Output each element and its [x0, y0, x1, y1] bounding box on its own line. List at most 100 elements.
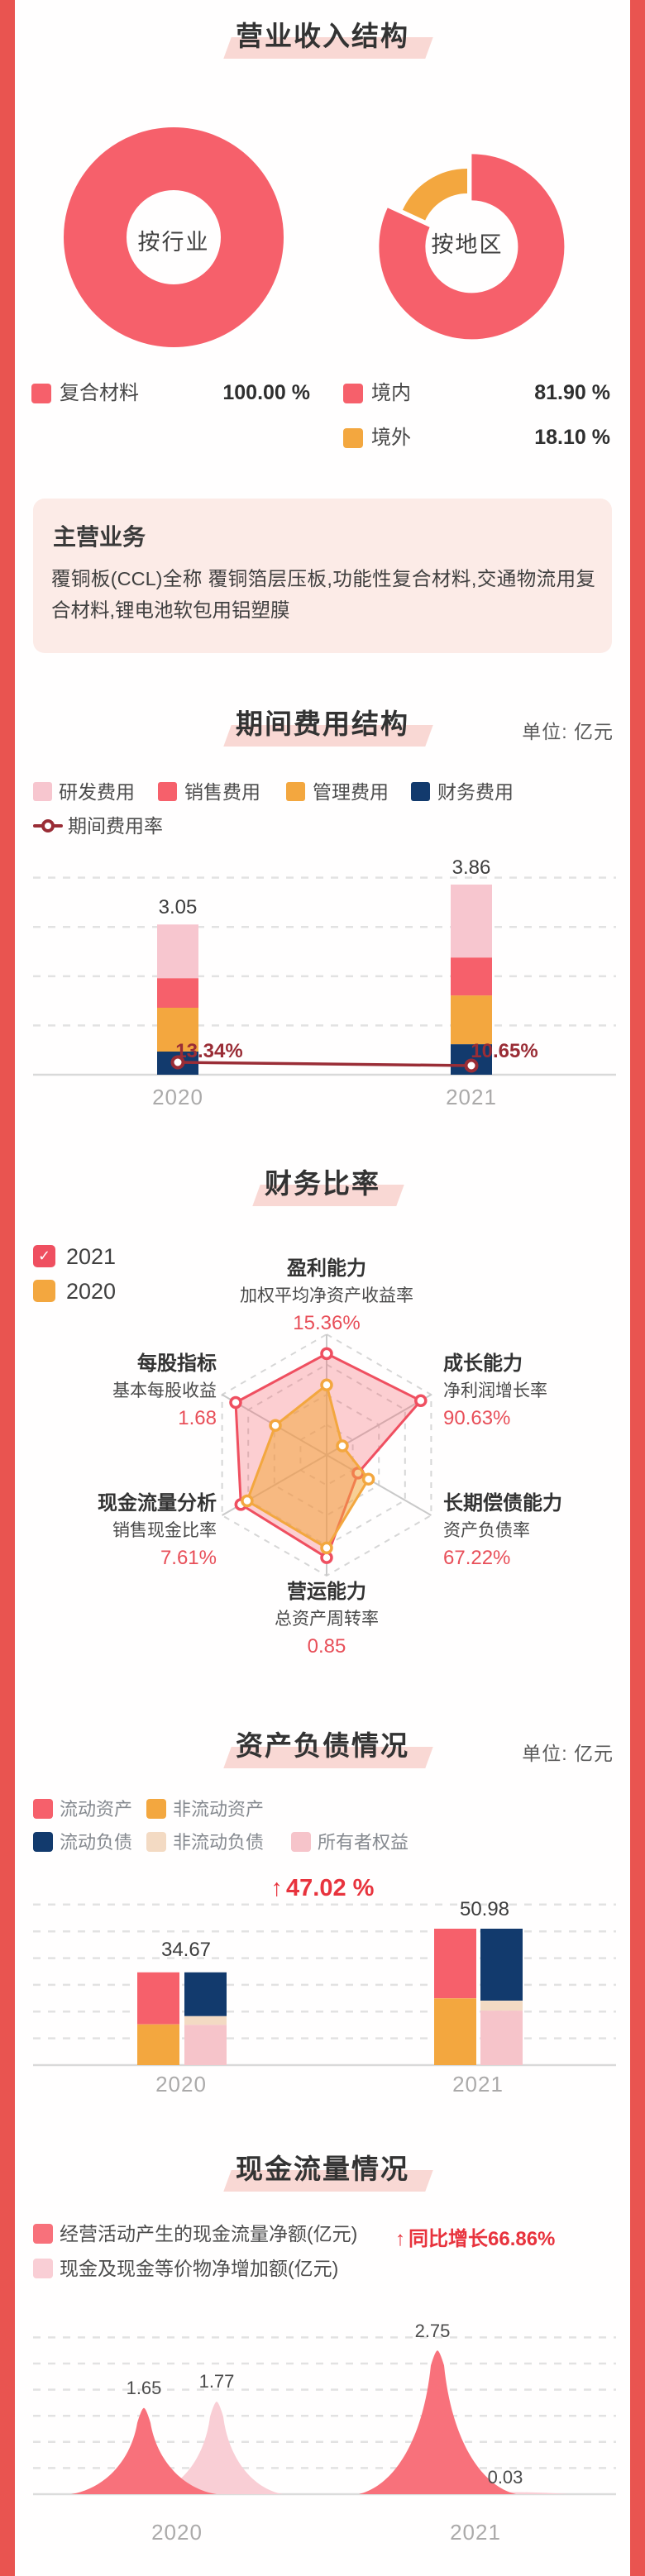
bar-segment-所有者权益-2021 — [480, 2011, 523, 2065]
legend-label-2021: 2021 — [66, 1244, 117, 1269]
bar-segment-流动负债-2021 — [480, 1929, 523, 2001]
donut-chart-region — [379, 154, 565, 340]
legend-swatch-2020 — [33, 1280, 55, 1302]
page-title: 营业收入结构 — [236, 21, 409, 51]
legend-label-owners-equity: 所有者权益 — [318, 1832, 409, 1853]
bar-segment-销售费用-2021 — [451, 957, 492, 996]
main-business-body: 覆铜板(CCL)全称 覆铜箔层压板,功能性复合材料,交通物流用复合材料,锂电池软… — [51, 568, 595, 621]
ratios-section-title-wrap: 财务比率 — [0, 1167, 645, 1206]
cashflow-value-2021-operating: 2.75 — [414, 2321, 451, 2341]
bar-segment-研发费用-2020 — [157, 924, 198, 979]
balance-growth-badge: ↑ 47.02 % — [270, 1875, 375, 1901]
radar-chart-svg — [221, 1333, 432, 1577]
cashflow-value-2020-operating: 1.65 — [126, 2378, 162, 2398]
cashflow-section-title: 现金流量情况 — [223, 2153, 433, 2192]
cashflow-axis-2021: 2021 — [450, 2520, 501, 2545]
expense-rate-marker — [464, 1058, 479, 1073]
bar-segment-非流动资产-2021 — [434, 1998, 476, 2065]
radar-marker-2020 — [320, 1378, 333, 1392]
radar-marker-2021 — [320, 1347, 333, 1361]
legend-label-expense-rate: 期间费用率 — [68, 815, 163, 837]
peak-operating-2020 — [71, 2407, 217, 2494]
radar-label-cashflow-analysis: 现金流量分析 销售现金比率 7.61% — [98, 1492, 217, 1569]
legend-label-current-liabilities: 流动负债 — [60, 1832, 133, 1853]
bar-segment-非流动负债-2021 — [480, 2001, 523, 2011]
legend-swatch-current-assets — [33, 1799, 53, 1819]
radar-label-per-share: 每股指标 基本每股收益 1.68 — [112, 1352, 217, 1429]
legend-swatch-finance-expense — [411, 782, 430, 801]
radar-label-operating: 营运能力 总资产周转率 0.85 — [275, 1581, 379, 1658]
balance-total-2020: 34.67 — [160, 1939, 212, 1961]
right-red-strip — [630, 0, 645, 2576]
ratios-section-title: 财务比率 — [252, 1167, 404, 1206]
bar-segment-流动资产-2020 — [137, 1972, 179, 2025]
bar-segment-非流动负债-2020 — [184, 2015, 227, 2025]
legend-label-noncurrent-liabilities: 非流动负债 — [173, 1832, 265, 1853]
legend-label-2020: 2020 — [66, 1279, 117, 1304]
legend-swatch-noncurrent-assets — [146, 1799, 166, 1819]
cashflow-section-title-wrap: 现金流量情况 — [0, 2153, 645, 2192]
bar-segment-管理费用-2020 — [157, 1008, 198, 1052]
legend-swatch-operating-cashflow — [33, 2224, 53, 2244]
donut-chart-industry — [64, 127, 284, 347]
expense-rate-2021: 10.65% — [471, 1040, 538, 1062]
balance-total-2021: 50.98 — [459, 1898, 510, 1920]
legend-label-operating-cashflow: 经营活动产生的现金流量净额(亿元) — [60, 2223, 358, 2244]
legend-label-finance-expense: 财务费用 — [437, 781, 514, 803]
expenses-axis-2021: 2021 — [446, 1085, 497, 1109]
bar-segment-非流动资产-2020 — [137, 2024, 179, 2065]
balance-axis-2020: 2020 — [155, 2072, 207, 2097]
cashflow-chart-svg — [33, 2336, 616, 2496]
region-domestic-arc — [379, 154, 565, 340]
legend-label-net-cash-increase: 现金及现金等价物净增加额(亿元) — [60, 2258, 339, 2279]
expenses-total-2020: 3.05 — [158, 896, 198, 918]
balance-section-title: 资产负债情况 — [223, 1729, 433, 1768]
donut-industry-label: 按行业 — [137, 230, 210, 255]
legend-label-domestic: 境内 — [371, 382, 411, 404]
legend-swatch-selling-expense — [158, 782, 177, 801]
radar-marker-2020 — [241, 1494, 254, 1508]
region-overseas-arc — [402, 169, 468, 222]
bar-segment-流动负债-2020 — [184, 1972, 227, 2016]
legend-swatch-domestic — [343, 384, 363, 403]
cashflow-value-2021-net: 0.03 — [487, 2467, 523, 2488]
main-business-box: 主营业务 覆铜板(CCL)全称 覆铜箔层压板,功能性复合材料,交通物流用复合材料… — [33, 499, 612, 653]
balance-chart-svg — [33, 1903, 616, 2067]
legend-value-overseas: 18.10 % — [534, 426, 610, 449]
radar-marker-2020 — [269, 1419, 282, 1432]
main-business-title: 主营业务 — [53, 524, 146, 550]
bar-segment-所有者权益-2020 — [184, 2025, 227, 2065]
expense-rate-line — [177, 1061, 472, 1067]
bar-segment-研发费用-2021 — [451, 885, 492, 958]
legend-label-industry: 复合材料 — [60, 382, 139, 404]
radar-marker-2020 — [361, 1472, 375, 1486]
radar-label-growth: 成长能力 净利润增长率 90.63% — [443, 1352, 547, 1429]
legend-label-selling-expense: 销售费用 — [184, 781, 260, 803]
radar-marker-2021 — [229, 1395, 242, 1410]
left-red-strip — [0, 0, 15, 2576]
legend-swatch-noncurrent-liabilities — [146, 1832, 166, 1852]
radar-marker-2020 — [336, 1439, 349, 1453]
expense-rate-2020: 13.34% — [175, 1040, 243, 1062]
industry-ring — [64, 127, 284, 347]
expense-rate-marker — [170, 1055, 185, 1070]
up-arrow-icon: ↑ — [395, 2228, 405, 2250]
legend-label-current-assets: 流动资产 — [60, 1799, 133, 1820]
legend-swatch-current-liabilities — [33, 1832, 53, 1852]
legend-value-domestic: 81.90 % — [534, 381, 610, 404]
legend-swatch-2021-checked: ✓ — [33, 1245, 55, 1267]
revenue-section-title-wrap: 营业收入结构 — [0, 20, 645, 59]
legend-swatch-admin-expense — [286, 782, 305, 801]
balance-section-title-wrap: 资产负债情况 — [0, 1729, 645, 1768]
radar-marker-2021 — [414, 1394, 428, 1408]
peak-net-2020 — [150, 2402, 283, 2494]
expenses-section-title: 期间费用结构 — [223, 708, 433, 747]
cashflow-value-2020-net: 1.77 — [198, 2371, 235, 2392]
radar-label-solvency: 长期偿债能力 资产负债率 67.22% — [443, 1492, 562, 1569]
expenses-section-title-wrap: 期间费用结构 — [0, 708, 645, 747]
legend-label-overseas: 境外 — [371, 427, 411, 449]
balance-axis-2021: 2021 — [452, 2072, 504, 2097]
expenses-chart-svg — [33, 876, 616, 1076]
legend-label-rd-expense: 研发费用 — [59, 781, 135, 803]
legend-swatch-overseas — [343, 428, 363, 448]
